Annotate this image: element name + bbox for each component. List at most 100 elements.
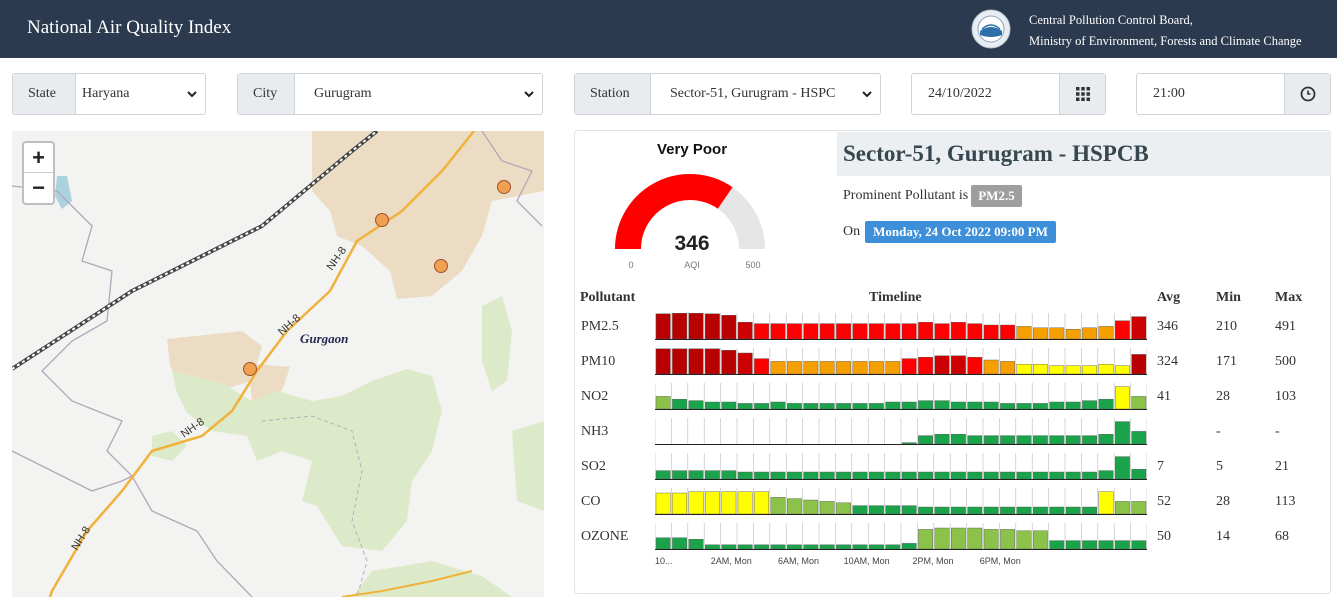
timeline-bar[interactable]: [1049, 327, 1065, 340]
timeline-bar[interactable]: [1033, 435, 1048, 445]
timeline-bar[interactable]: [885, 361, 901, 375]
city-value[interactable]: Gurugram: [295, 74, 542, 114]
timeline-bar[interactable]: [868, 323, 884, 340]
timeline-bar[interactable]: [868, 544, 884, 550]
timeline-bar[interactable]: [688, 313, 704, 340]
state-value[interactable]: Haryana: [76, 74, 205, 114]
timeline-bar[interactable]: [836, 323, 851, 340]
timeline-bar[interactable]: [951, 506, 966, 515]
timeline-bar[interactable]: [1115, 456, 1130, 480]
timeline-bar[interactable]: [1115, 365, 1130, 375]
timeline-bar[interactable]: [1082, 540, 1097, 550]
timeline-bar[interactable]: [967, 356, 983, 375]
timeline-bar[interactable]: [672, 537, 687, 550]
timeline-bar[interactable]: [754, 403, 770, 410]
timeline-bar[interactable]: [655, 470, 671, 480]
timeline-bar[interactable]: [705, 491, 720, 515]
timeline-bar[interactable]: [1049, 435, 1065, 445]
timeline-bar[interactable]: [918, 506, 933, 515]
timeline-bar[interactable]: [672, 313, 687, 340]
timeline-bar[interactable]: [754, 358, 770, 375]
timeline-bar[interactable]: [1098, 399, 1114, 410]
timeline-bar[interactable]: [918, 529, 933, 550]
timeline-bar[interactable]: [918, 321, 933, 340]
timeline-bar[interactable]: [1049, 365, 1065, 375]
timeline-bar[interactable]: [1082, 506, 1097, 515]
timeline-bar[interactable]: [655, 492, 671, 515]
timeline-bar[interactable]: [786, 544, 802, 550]
timeline-bar[interactable]: [754, 491, 770, 515]
timeline-bar[interactable]: [721, 544, 737, 550]
timeline-bar[interactable]: [1049, 471, 1065, 480]
timeline-bar[interactable]: [803, 544, 819, 550]
timeline-bar[interactable]: [786, 323, 802, 340]
timeline-bar[interactable]: [901, 442, 917, 445]
calendar-button[interactable]: [1059, 74, 1105, 114]
timeline-bar[interactable]: [786, 471, 802, 480]
timeline-bar[interactable]: [852, 361, 868, 375]
timeline-bar[interactable]: [1033, 364, 1048, 375]
timeline-bar[interactable]: [934, 355, 950, 375]
timeline-bar[interactable]: [688, 400, 704, 410]
timeline-bar[interactable]: [885, 323, 901, 340]
timeline-bar[interactable]: [885, 505, 901, 515]
timeline-bar[interactable]: [967, 471, 983, 480]
timeline-bar[interactable]: [983, 401, 999, 410]
timeline-bar[interactable]: [901, 471, 917, 480]
timeline-bar[interactable]: [655, 396, 671, 410]
timeline-bar[interactable]: [836, 471, 851, 480]
timeline-bar[interactable]: [721, 349, 737, 375]
station-marker[interactable]: [497, 180, 511, 194]
timeline-bar[interactable]: [819, 501, 835, 515]
timeline-bar[interactable]: [983, 324, 999, 340]
timeline-bar[interactable]: [688, 539, 704, 550]
timeline-bar[interactable]: [1049, 506, 1065, 515]
timeline-bar[interactable]: [1049, 540, 1065, 550]
timeline-bar[interactable]: [688, 470, 704, 480]
timeline-bar[interactable]: [951, 401, 966, 410]
timeline-bar[interactable]: [672, 470, 687, 480]
timeline-bar[interactable]: [1098, 470, 1114, 480]
date-picker[interactable]: 24/10/2022: [911, 73, 1106, 115]
timeline-bar[interactable]: [1065, 471, 1081, 480]
timeline-bar[interactable]: [836, 502, 851, 515]
timeline-bar[interactable]: [1131, 501, 1147, 515]
timeline-bar[interactable]: [1098, 326, 1114, 340]
timeline-bar[interactable]: [852, 403, 868, 410]
timeline-bar[interactable]: [1065, 401, 1081, 410]
timeline-bar[interactable]: [983, 471, 999, 480]
timeline-bar[interactable]: [819, 361, 835, 375]
timeline-bar[interactable]: [1131, 316, 1147, 340]
timeline-bar[interactable]: [1065, 329, 1081, 340]
timeline-bar[interactable]: [737, 352, 753, 375]
timeline-bar[interactable]: [655, 313, 671, 340]
timeline-bar[interactable]: [737, 403, 753, 410]
timeline-bar[interactable]: [786, 498, 802, 515]
timeline-bar[interactable]: [1115, 540, 1130, 550]
timeline-bar[interactable]: [688, 491, 704, 515]
timeline-bar[interactable]: [803, 499, 819, 515]
timeline-bar[interactable]: [819, 471, 835, 480]
timeline-bar[interactable]: [1082, 471, 1097, 480]
timeline-bar[interactable]: [901, 323, 917, 340]
timeline-bar[interactable]: [1065, 365, 1081, 375]
timeline-bar[interactable]: [1033, 506, 1048, 515]
timeline-bar[interactable]: [721, 491, 737, 515]
station-value[interactable]: Sector-51, Gurugram - HSPC: [651, 74, 880, 114]
timeline-bar[interactable]: [951, 471, 966, 480]
city-select[interactable]: City Gurugram: [237, 73, 543, 115]
timeline-bar[interactable]: [803, 361, 819, 375]
timeline-bar[interactable]: [786, 403, 802, 410]
timeline-bar[interactable]: [1033, 403, 1048, 410]
timeline-bar[interactable]: [1082, 365, 1097, 375]
zoom-out-button[interactable]: −: [32, 175, 45, 200]
timeline-bar[interactable]: [967, 506, 983, 515]
timeline-bar[interactable]: [918, 356, 933, 375]
date-input[interactable]: 24/10/2022: [928, 86, 992, 101]
timeline-bar[interactable]: [918, 471, 933, 480]
timeline-bar[interactable]: [1131, 469, 1147, 480]
timeline-bar[interactable]: [737, 544, 753, 550]
timeline-bar[interactable]: [655, 348, 671, 375]
timeline-bar[interactable]: [1098, 364, 1114, 375]
timeline-bar[interactable]: [1082, 327, 1097, 340]
